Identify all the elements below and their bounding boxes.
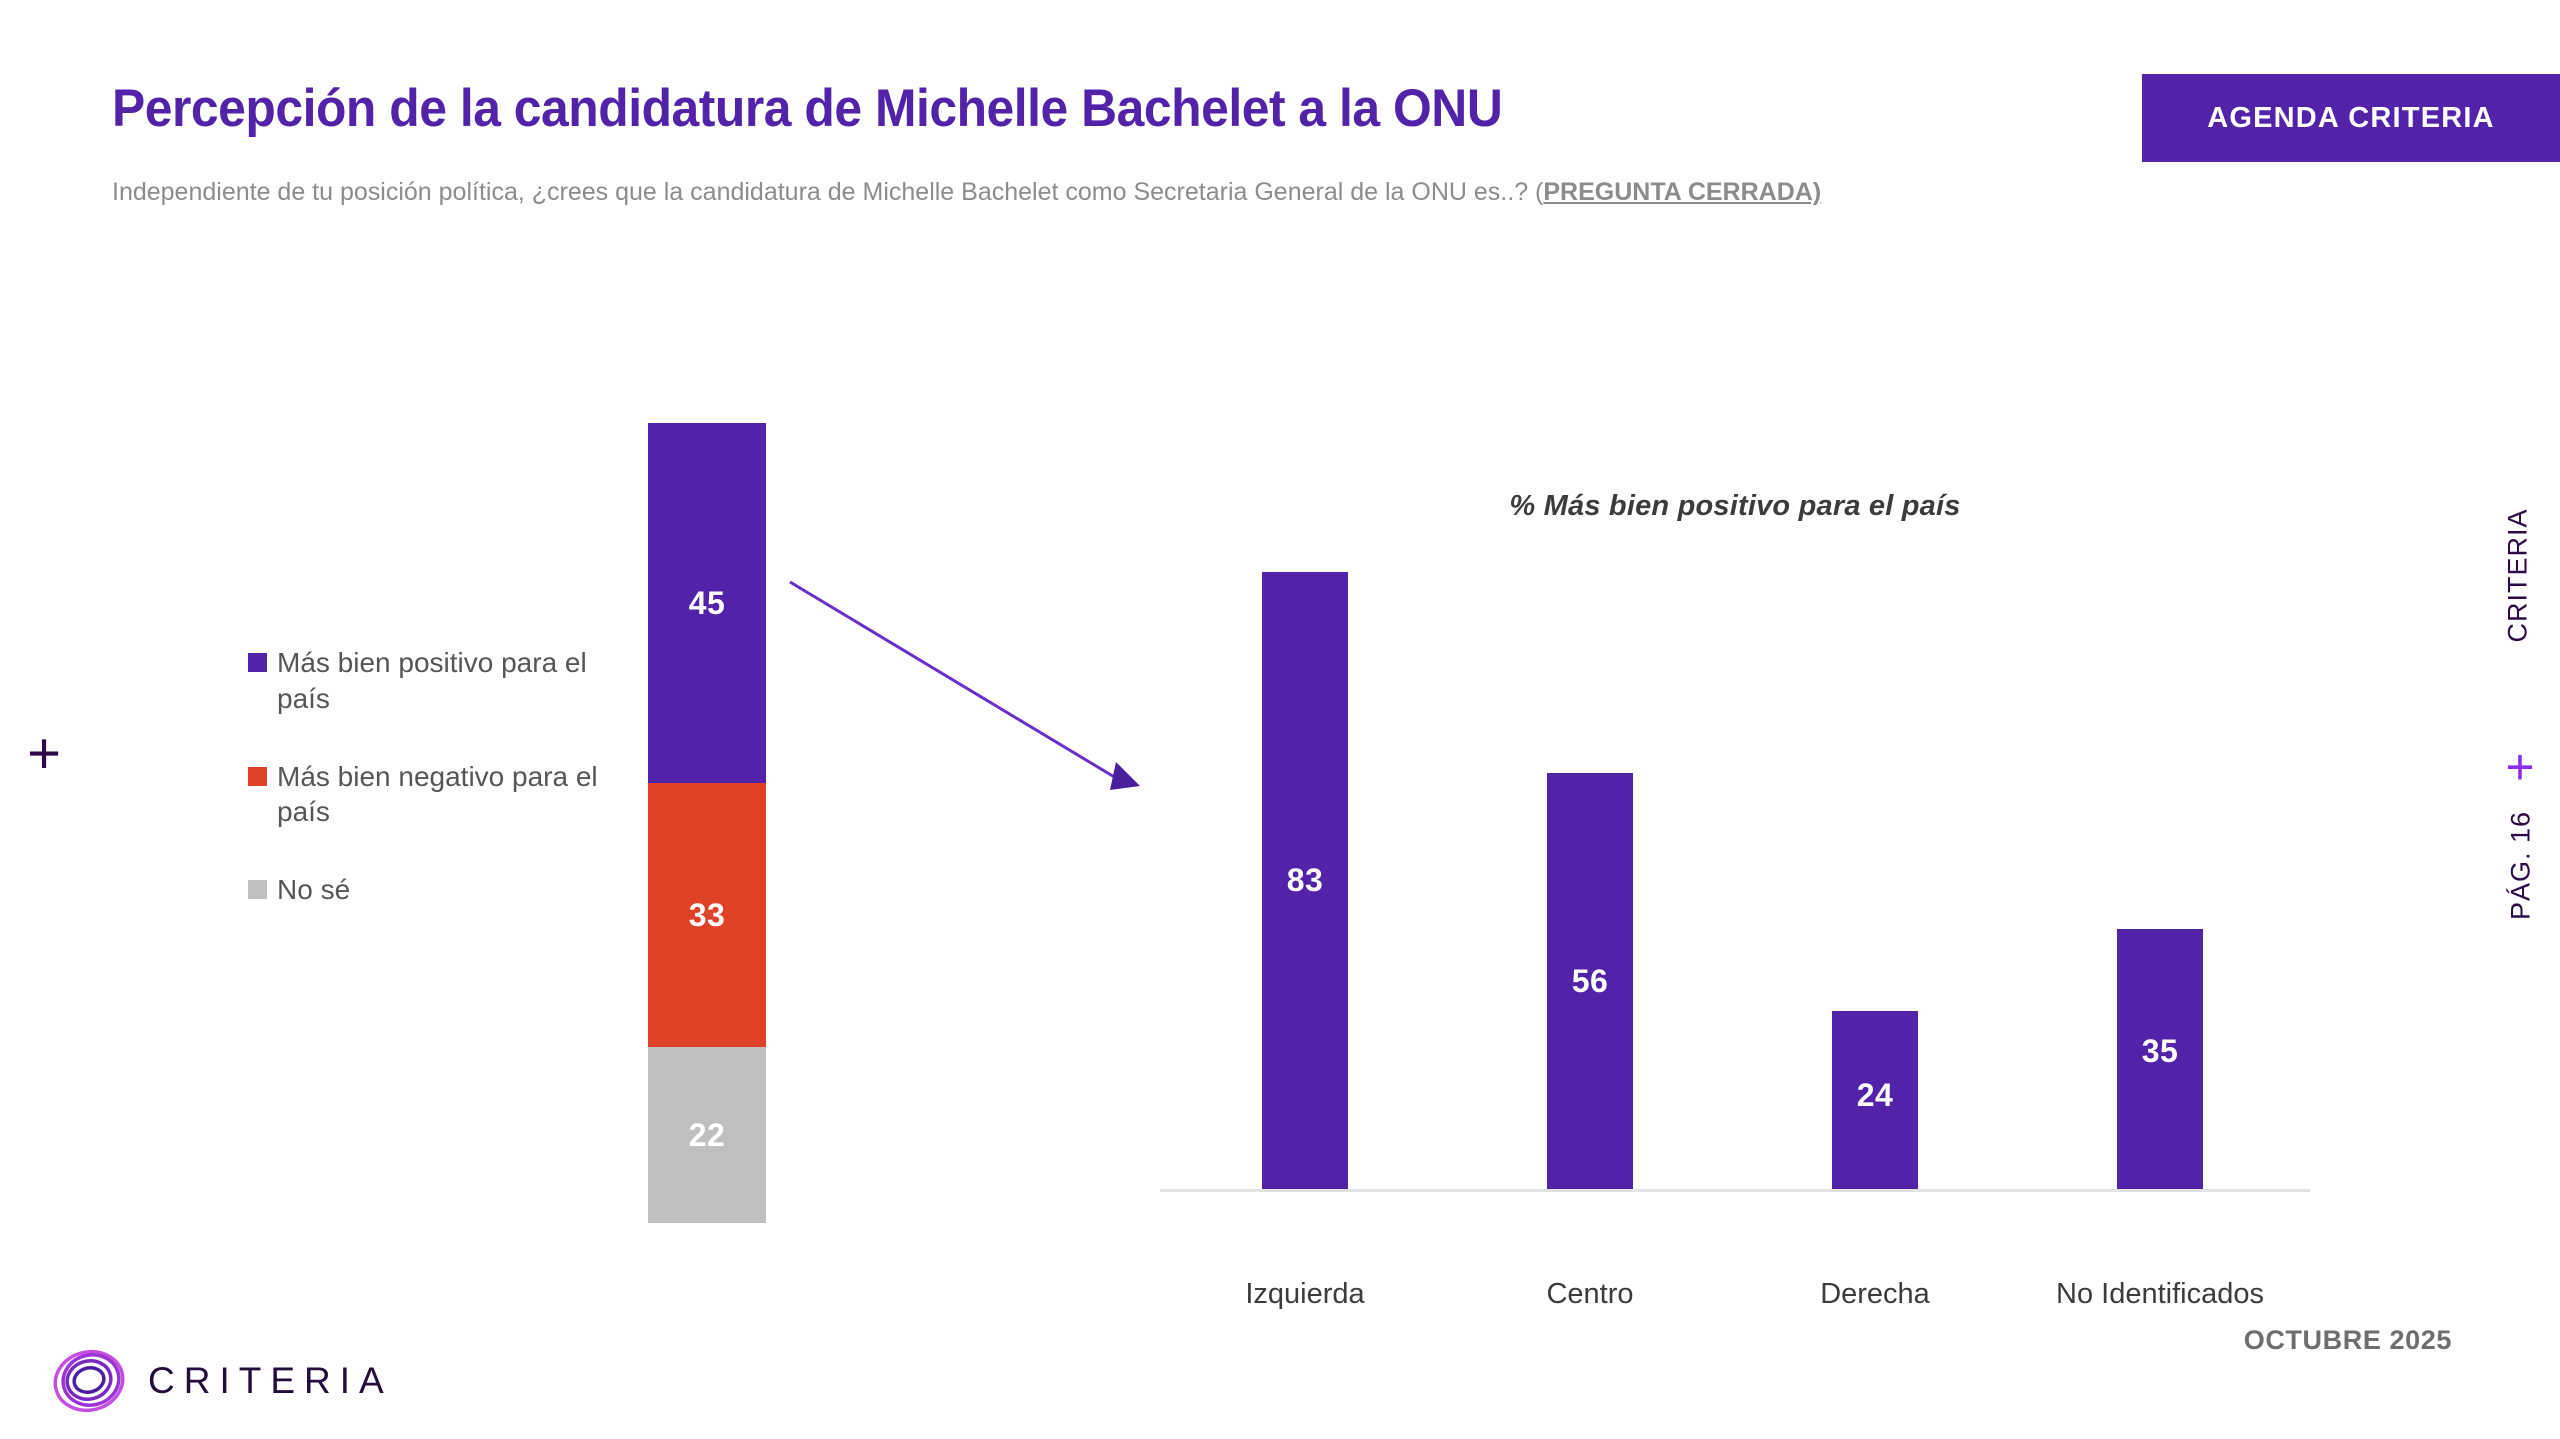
bar-value-no-identificados: 35 [2141,1033,2179,1069]
legend-item-no-se[interactable]: No sé [248,872,648,908]
stacked-bar-chart: 45 33 22 [648,423,766,1223]
bar-value-centro: 56 [1571,963,1609,999]
legend-swatch-gray-icon [248,880,267,900]
agenda-criteria-badge[interactable]: AGENDA CRITERIA [2142,74,2560,162]
bar-chart: % Más bien positivo para el país 83 56 2… [1160,490,2310,1310]
legend-label-no-se: No sé [277,874,351,906]
plus-mark-left-icon: + [27,721,61,786]
legend-swatch-purple-icon [248,653,267,672]
x-axis-label-izquierda: Izquierda [1245,1278,1365,1310]
bar-column-no-identificados[interactable]: 35 [2040,929,2280,1189]
bar-value-izquierda: 83 [1286,862,1324,898]
bar-value-derecha: 24 [1856,1077,1894,1113]
legend-item-negativo[interactable]: Más bien negativo para el país [248,759,648,831]
legend-swatch-orange-icon [248,766,267,786]
page-subtitle: Independiente de tu posición política, ¿… [112,176,2002,210]
chart-legend: Más bien positivo para el país Más bien … [248,645,648,950]
footer-date-label: OCTUBRE 2025 [2243,1325,2452,1355]
criteria-logo-wordmark: CRITERIA [148,1360,393,1401]
stacked-segment-positivo[interactable]: 45 [648,423,766,783]
x-axis-label-no-identificados: No Identificados [2056,1278,2264,1310]
bar-chart-plot-area: 83 56 24 35 Izquierda Centro Derecha [1160,550,2310,1310]
agenda-badge-label: AGENDA CRITERIA [2207,101,2495,134]
subtitle-emphasis-text: PREGUNTA CERRADA) [1543,178,1822,206]
x-axis-line [1160,1189,2310,1192]
bar-rect-centro[interactable]: 56 [1547,773,1633,1189]
stacked-segment-negativo[interactable]: 33 [648,783,766,1047]
subtitle-plain-text: Independiente de tu posición política, ¿… [112,178,1544,206]
stacked-segment-value-negativo: 33 [688,896,726,933]
criteria-logo-mark-icon [53,1349,125,1413]
rail-page-number: PÁG. 16 [2505,810,2536,921]
bar-column-izquierda[interactable]: 83 [1185,572,1425,1189]
stacked-segment-value-no-se: 22 [688,1116,726,1153]
bar-chart-title: % Más bien positivo para el país [1509,490,1961,522]
annotation-arrow-icon [789,580,1140,790]
stacked-segment-no-se[interactable]: 22 [648,1047,766,1223]
stacked-segment-value-positivo: 45 [688,584,726,621]
bar-column-derecha[interactable]: 24 [1755,1011,1995,1189]
criteria-logo: CRITERIA [52,1348,393,1414]
bar-rect-derecha[interactable]: 24 [1832,1011,1918,1189]
legend-item-positivo[interactable]: Más bien positivo para el país [248,645,648,717]
x-axis-label-centro: Centro [1546,1278,1634,1310]
bar-column-centro[interactable]: 56 [1470,773,1710,1189]
bar-rect-no-identificados[interactable]: 35 [2117,929,2203,1189]
plus-mark-right-icon: + [2505,739,2535,795]
page-title: Percepción de la candidatura de Michelle… [112,79,1503,138]
legend-label-negativo: Más bien negativo para el país [277,760,598,828]
right-side-rail: CRITERIA + PÁG. 16 [2490,509,2550,921]
x-axis-label-derecha: Derecha [1820,1278,1930,1310]
bar-rect-izquierda[interactable]: 83 [1262,572,1348,1189]
rail-brand-label: CRITERIA [2502,508,2533,643]
legend-label-positivo: Más bien positivo para el país [277,647,587,714]
